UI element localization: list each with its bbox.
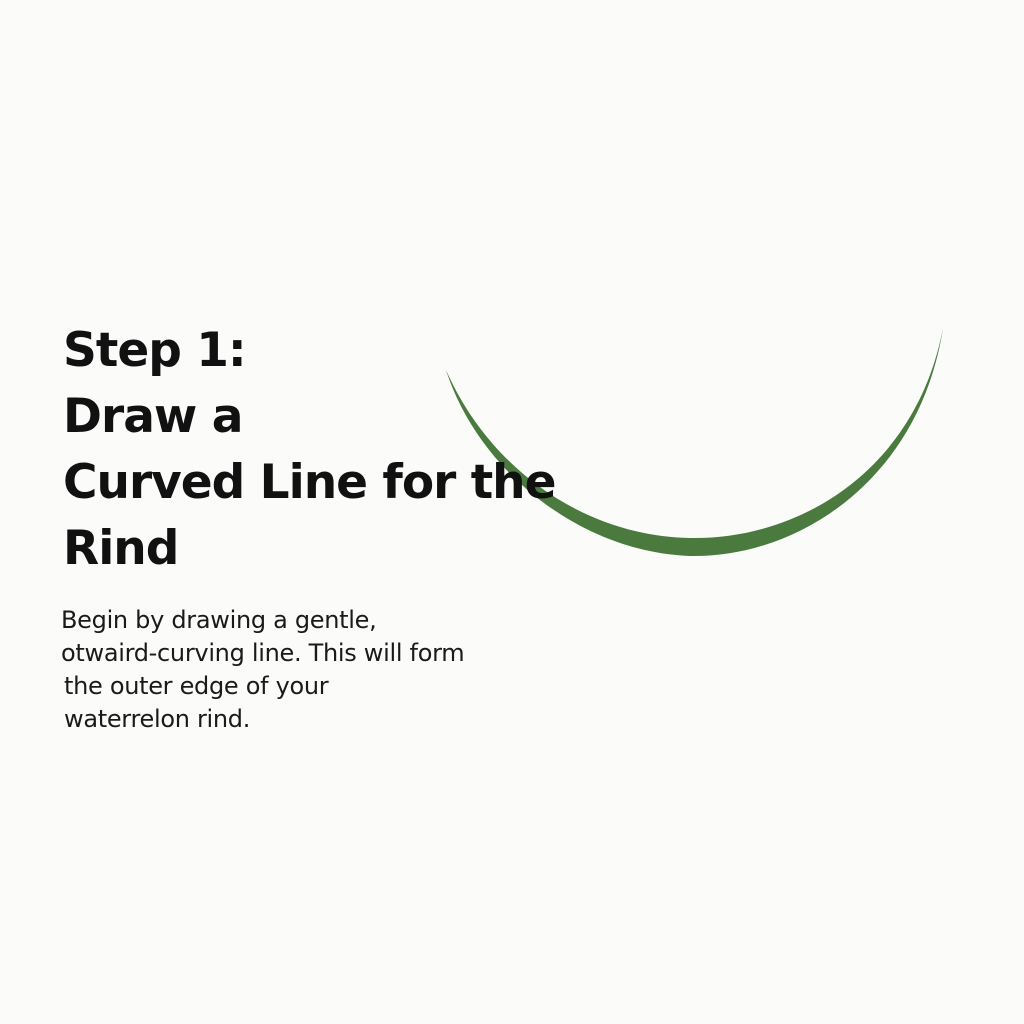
description-line-4: waterrelon rind. (64, 705, 251, 733)
step-title-line-4: Rind (63, 521, 179, 576)
description-line-2: otwaird-curving line. This will form (61, 639, 465, 667)
step-title: Step 1: Draw a Curved Line for the Rind (63, 318, 583, 582)
step-title-line-1: Step 1: (63, 323, 247, 378)
step-description: Begin by drawing a gentle, otwaird-curvi… (61, 604, 521, 736)
step-title-line-2: Draw a (63, 389, 243, 444)
description-line-1: Begin by drawing a gentle, (61, 606, 377, 634)
description-line-3: the outer edge of your (64, 672, 329, 700)
step-title-line-3: Curved Line for the (63, 455, 557, 510)
